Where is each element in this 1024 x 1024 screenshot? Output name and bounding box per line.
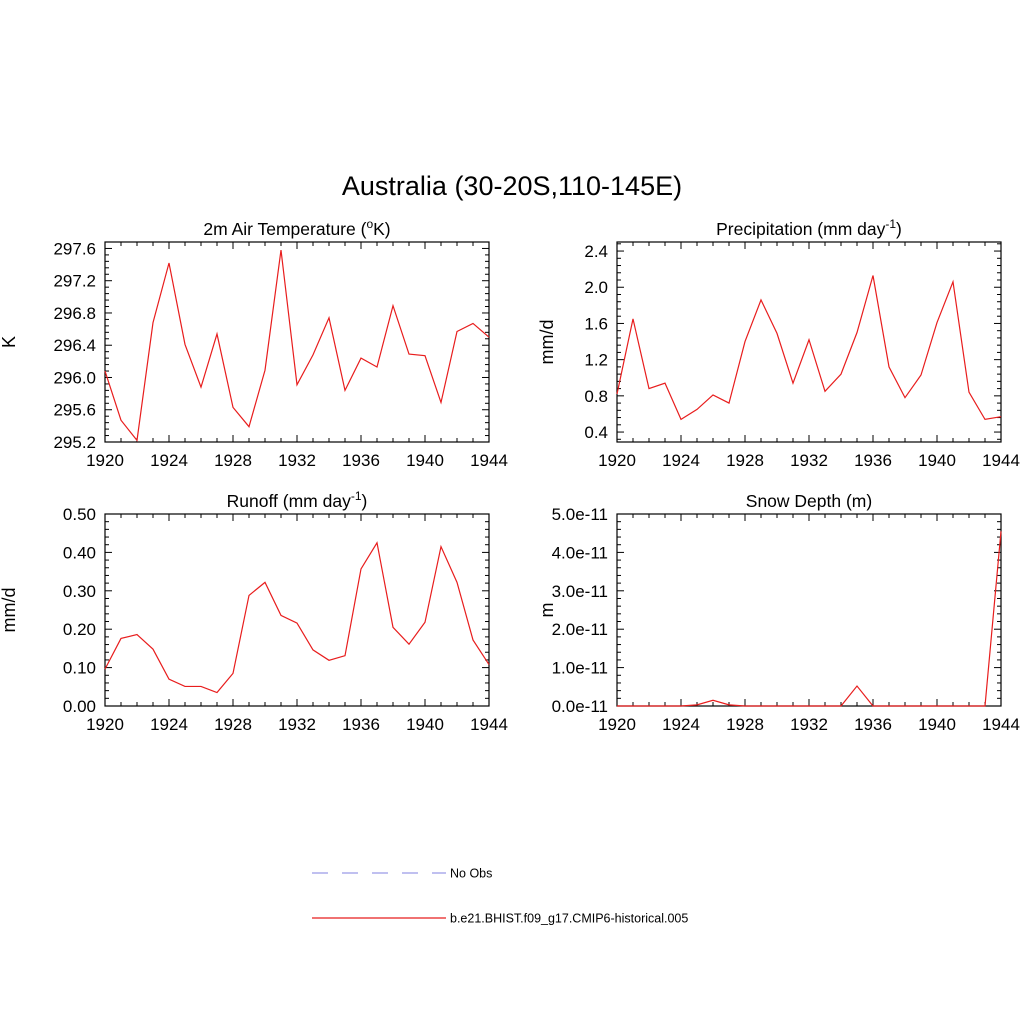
- series-line: [104, 541, 490, 694]
- y-tick-label: 296.8: [53, 304, 96, 323]
- y-tick-label: 296.4: [53, 336, 96, 355]
- x-tick-label: 1928: [726, 451, 764, 470]
- series-line: [104, 249, 490, 442]
- y-axis-label: m: [537, 603, 557, 618]
- x-tick-label: 1940: [918, 715, 956, 734]
- panel-temperature: 1920 1924 1928 1932 1936 1940 1944 295.2 295.6 29…: [0, 217, 508, 470]
- y-tick-label: 2.4: [584, 242, 608, 261]
- x-tick-label: 1920: [598, 715, 636, 734]
- x-tick-label: 1940: [918, 451, 956, 470]
- y-tick-label: 5.0e-11: [552, 505, 608, 524]
- legend-label: No Obs: [450, 867, 492, 881]
- y-tick-label: 0.30: [63, 582, 96, 601]
- x-tick-label: 1924: [150, 715, 188, 734]
- y-tick-label: 0.0e-11: [552, 697, 608, 716]
- legend: No Obs b.e21.BHIST.f09_g17.CMIP6-historic…: [312, 867, 688, 926]
- x-tick-label: 1940: [406, 715, 444, 734]
- x-tick-label: 1928: [214, 451, 252, 470]
- panel-title: Runoff (mm day-1): [227, 489, 368, 511]
- y-tick-label: 0.4: [584, 423, 608, 442]
- y-tick-label: 1.2: [584, 351, 608, 370]
- x-tick-label: 1920: [598, 451, 636, 470]
- x-tick-label: 1940: [406, 451, 444, 470]
- x-tick-label: 1944: [982, 451, 1020, 470]
- panel-title: Precipitation (mm day-1): [716, 217, 902, 239]
- x-tick-label: 1924: [662, 451, 700, 470]
- y-tick-label: 0.20: [63, 620, 96, 639]
- y-tick-label: 0.8: [584, 387, 608, 406]
- y-axis-label: mm/d: [0, 588, 19, 633]
- y-tick-label: 1.6: [584, 314, 608, 333]
- x-tick-label: 1920: [86, 715, 124, 734]
- x-tick-label: 1944: [470, 451, 508, 470]
- x-tick-label: 1932: [278, 715, 316, 734]
- panel-runoff: 1920 1924 1928 1932 1936 1940 1944 0.00 0.10 0.20…: [0, 489, 508, 734]
- y-tick-label: 4.0e-11: [552, 543, 608, 562]
- panel-precipitation: 1920 1924 1928 1932 1936 1940 1944 0.4 0.8 1.2 1.6…: [537, 217, 1020, 470]
- x-tick-label: 1924: [662, 715, 700, 734]
- panel-title: 2m Air Temperature (oK): [203, 217, 390, 239]
- x-tick-label: 1936: [854, 715, 892, 734]
- y-tick-label: 295.2: [53, 433, 96, 452]
- x-tick-label: 1944: [470, 715, 508, 734]
- y-tick-label: 297.2: [53, 272, 96, 291]
- y-tick-label: 2.0: [584, 278, 608, 297]
- plot-frame: [616, 241, 1002, 443]
- y-axis-label: K: [0, 336, 19, 348]
- y-tick-label: 1.0e-11: [552, 659, 608, 678]
- x-tick-label: 1928: [726, 715, 764, 734]
- y-tick-label: 0.40: [63, 543, 96, 562]
- y-tick-label: 0.10: [63, 659, 96, 678]
- x-tick-label: 1932: [790, 715, 828, 734]
- y-tick-label: 0.00: [63, 697, 96, 716]
- y-tick-label: 2.0e-11: [552, 620, 608, 639]
- x-tick-label: 1944: [982, 715, 1020, 734]
- series-line: [616, 275, 1002, 421]
- x-tick-label: 1932: [278, 451, 316, 470]
- page-title: Australia (30-20S,110-145E): [341, 171, 683, 201]
- panel-title: Snow Depth (m): [746, 491, 872, 511]
- legend-label: b.e21.BHIST.f09_g17.CMIP6-historical.005: [450, 912, 688, 926]
- x-tick-label: 1932: [790, 451, 828, 470]
- x-tick-label: 1936: [342, 451, 380, 470]
- y-tick-label: 296.0: [53, 368, 96, 387]
- plot-frame: [616, 513, 1002, 707]
- panel-snow-depth: 1920 1924 1928 1932 1936 1940 1944 0.0e-11 1.0e-…: [537, 491, 1020, 734]
- y-tick-label: 0.50: [63, 505, 96, 524]
- y-axis-label: mm/d: [537, 320, 557, 365]
- plot-frame: [104, 241, 490, 443]
- plot-frame: [104, 513, 490, 707]
- x-tick-label: 1920: [86, 451, 124, 470]
- series-line: [617, 531, 1002, 707]
- x-tick-label: 1936: [342, 715, 380, 734]
- x-tick-label: 1936: [854, 451, 892, 470]
- y-tick-label: 297.6: [53, 239, 96, 258]
- y-tick-label: 295.6: [53, 401, 96, 420]
- x-tick-label: 1928: [214, 715, 252, 734]
- x-tick-label: 1924: [150, 451, 188, 470]
- y-tick-label: 3.0e-11: [552, 582, 608, 601]
